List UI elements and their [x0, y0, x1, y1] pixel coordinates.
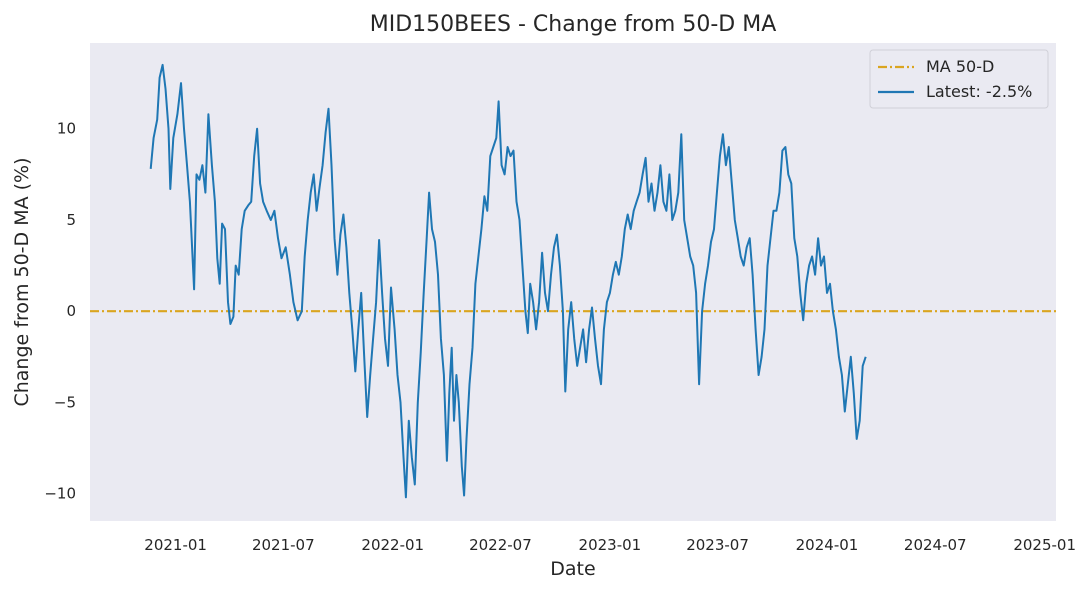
x-axis: 2021-01 2021-07 2022-01 2022-07 2023-01 2023-… [144, 536, 1076, 554]
y-tick-label: −5 [54, 393, 76, 411]
x-tick-label: 2023-07 [686, 536, 749, 554]
series-layer [90, 63, 1056, 499]
x-tick-label: 2025-01 [1013, 536, 1076, 554]
x-tick-label: 2022-07 [469, 536, 532, 554]
y-tick-label: 0 [66, 302, 76, 320]
x-axis-title: Date [550, 558, 595, 580]
y-tick-label: 10 [57, 120, 76, 138]
legend-ma-label: MA 50-D [926, 57, 994, 76]
chart-title: MID150BEES - Change from 50-D MA [370, 12, 777, 37]
legend-latest-label: Latest: -2.5% [926, 82, 1032, 101]
x-tick-label: 2024-07 [904, 536, 967, 554]
y-axis: −10 −5 0 5 10 [44, 120, 76, 503]
legend-box [869, 49, 1049, 109]
legend: MA 50-D Latest: -2.5% [869, 49, 1049, 109]
y-tick-label: −10 [44, 485, 76, 503]
y-axis-title: Change from 50-D MA (%) [11, 157, 33, 406]
x-tick-label: 2022-01 [361, 536, 424, 554]
x-tick-label: 2023-01 [579, 536, 642, 554]
change-series-line [149, 63, 867, 499]
x-tick-label: 2021-01 [144, 536, 207, 554]
x-tick-label: 2024-01 [796, 536, 859, 554]
x-tick-label: 2021-07 [252, 536, 315, 554]
plot-area [90, 43, 1056, 521]
y-tick-label: 5 [66, 211, 76, 229]
